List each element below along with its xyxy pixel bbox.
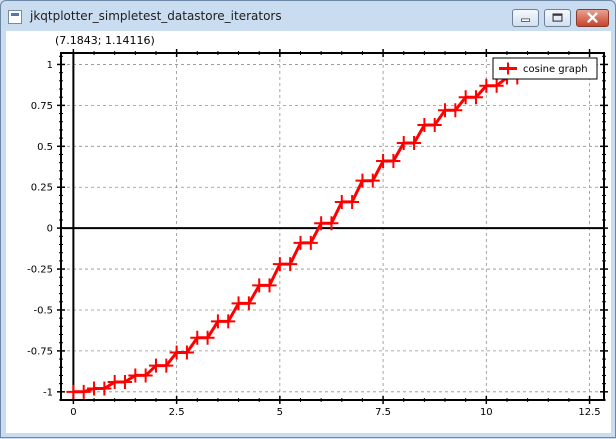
data-point — [345, 194, 360, 209]
maximize-icon — [552, 13, 563, 22]
x-tick-label: 10 — [480, 407, 493, 418]
data-point — [97, 381, 112, 396]
data-point — [324, 216, 339, 231]
y-tick-label: -0.25 — [27, 265, 53, 276]
window-title: jkqtplotter_simpletest_datastore_iterato… — [30, 9, 282, 23]
series-group — [66, 57, 597, 399]
y-tick-label: 1 — [47, 60, 53, 71]
data-point — [468, 90, 483, 105]
y-tick-label: 0.5 — [37, 142, 53, 153]
data-point — [159, 358, 174, 373]
y-tick-label: -1 — [43, 387, 53, 398]
plot-frame — [60, 52, 605, 401]
data-point — [427, 118, 442, 133]
data-point — [118, 374, 133, 389]
x-tick-label: 12.5 — [578, 407, 600, 418]
y-tick-label: 0.25 — [31, 183, 53, 194]
x-tick-label: 0 — [70, 407, 76, 418]
data-point — [407, 136, 422, 151]
title-bar[interactable]: jkqtplotter_simpletest_datastore_iterato… — [1, 1, 615, 31]
data-point — [200, 330, 215, 345]
y-tick-label: 0 — [47, 224, 53, 235]
data-point — [489, 78, 504, 93]
minimize-button[interactable] — [512, 9, 539, 27]
legend-swatch-marker — [502, 62, 514, 75]
data-point — [448, 103, 463, 118]
x-tick-label: 2.5 — [169, 407, 185, 418]
app-icon[interactable] — [8, 10, 22, 24]
data-point — [303, 235, 318, 250]
data-point — [283, 257, 298, 272]
axes: 0 2.5 5 7.5 10 12.5 1 0.75 0.5 0.25 0 -0.25 -0.5 -0.7… — [27, 49, 608, 418]
coordinate-readout: (7.1843; 1.14116) — [55, 34, 155, 47]
x-tick-label: 5 — [277, 407, 283, 418]
data-point — [262, 278, 277, 293]
y-tick-label: 0.75 — [31, 101, 53, 112]
legend-box — [492, 57, 598, 80]
series-cosine-graph — [66, 57, 597, 399]
minimize-icon — [521, 18, 530, 22]
x-tick-label: 7.5 — [375, 407, 391, 418]
y-tick-label: -0.5 — [33, 305, 53, 316]
data-point — [241, 296, 256, 311]
data-point — [138, 368, 153, 383]
maximize-button[interactable] — [544, 9, 571, 27]
close-button[interactable] — [576, 9, 609, 27]
data-point — [179, 345, 194, 360]
y-tick-label: -0.75 — [27, 346, 53, 357]
legend: cosine graph — [492, 57, 598, 80]
data-point — [76, 384, 91, 399]
data-point — [386, 154, 401, 169]
data-point — [365, 173, 380, 188]
data-point — [221, 314, 236, 329]
grid-lines — [61, 53, 604, 400]
close-icon — [587, 12, 598, 23]
plot-widget[interactable] — [6, 31, 611, 433]
legend-label: cosine graph — [523, 64, 588, 75]
